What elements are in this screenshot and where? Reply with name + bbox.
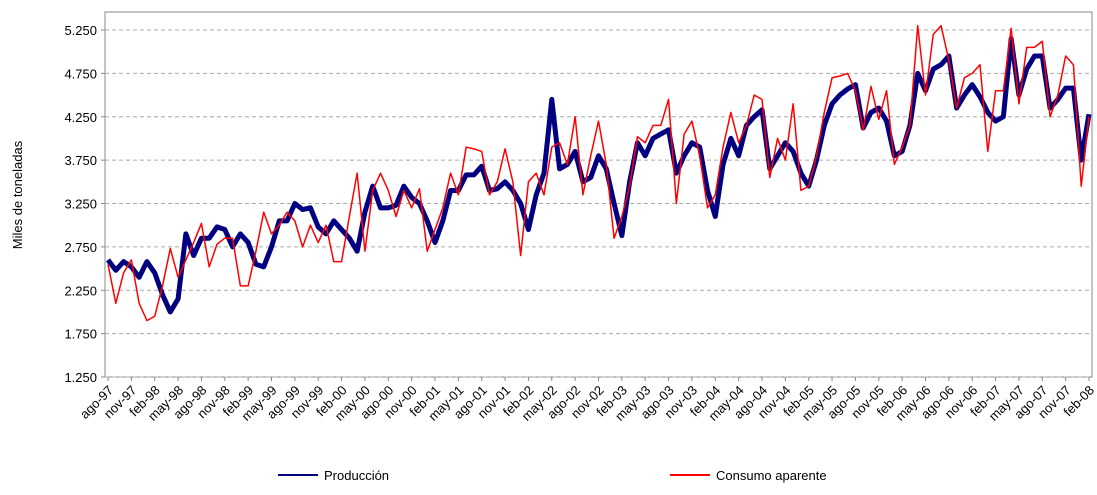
y-axis-label: Miles de toneladas: [10, 140, 25, 249]
y-tick-label: 3.750: [64, 153, 97, 168]
y-tick-label: 2.250: [64, 283, 97, 298]
y-tick-label: 3.250: [64, 197, 97, 212]
y-tick-label: 5.250: [64, 23, 97, 38]
y-tick-label: 4.250: [64, 110, 97, 125]
y-tick-label: 4.750: [64, 66, 97, 81]
line: [107, 24, 1090, 322]
legend-label: Producción: [324, 468, 389, 483]
plot-area: [104, 11, 1093, 378]
legend-label: Consumo aparente: [716, 468, 827, 483]
y-tick-label: 2.750: [64, 240, 97, 255]
y-tick-label: 1.750: [64, 327, 97, 342]
y-tick-label: 1.250: [64, 370, 97, 385]
